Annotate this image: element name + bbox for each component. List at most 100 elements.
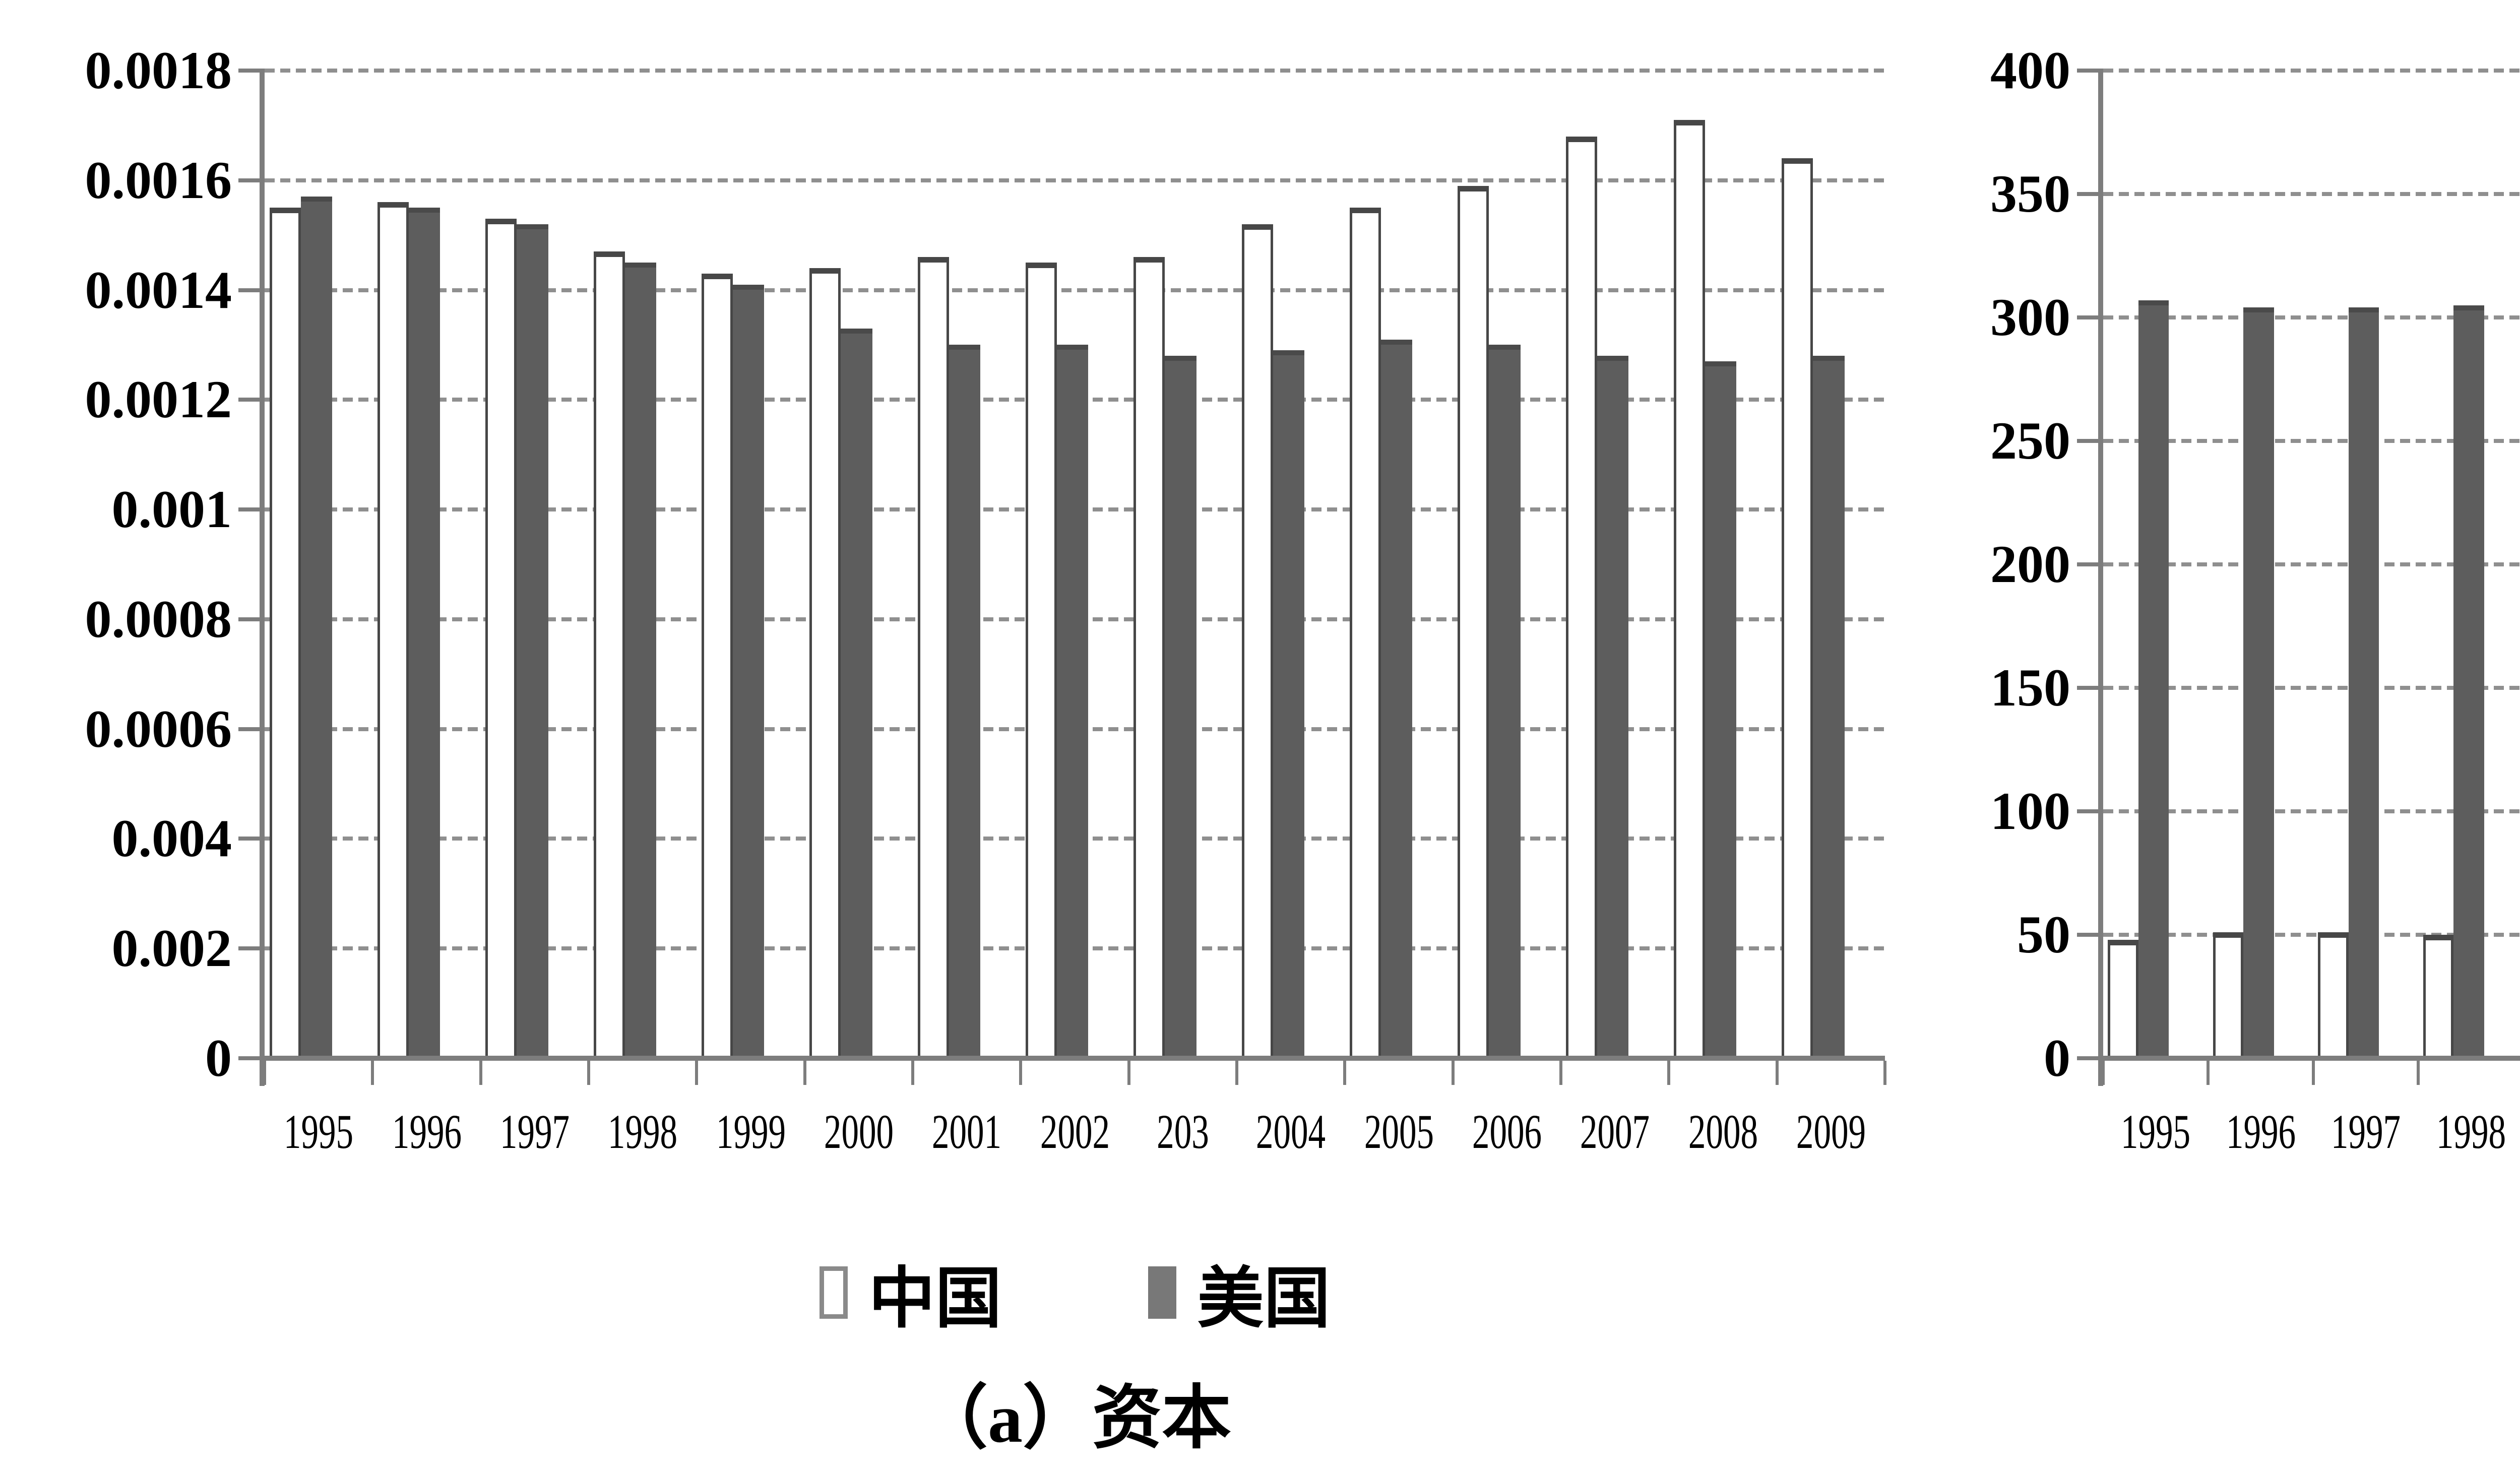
panel-title-capital: （a）资本 [918, 1380, 1231, 1457]
y-axis-tick-label: 0.0012 [85, 370, 232, 429]
bar-china-1996 [377, 202, 409, 1058]
bar-usa-1998 [624, 263, 656, 1058]
y-axis-tick-mark [2077, 686, 2103, 690]
china-legend-swatch-icon [819, 1266, 848, 1319]
x-axis-tick-mark [1343, 1061, 1347, 1085]
y-axis-tick-label: 0.0016 [85, 150, 232, 210]
x-axis-tick-mark [1667, 1061, 1671, 1085]
y-axis-tick-mark [238, 288, 265, 292]
bar-usa-2005 [1381, 339, 1413, 1058]
x-axis-tick-mark [1235, 1061, 1238, 1085]
bar-china-2005 [1349, 208, 1381, 1058]
x-axis-tick-label: 2007 [1580, 1105, 1650, 1159]
bar-china-203 [1133, 257, 1165, 1058]
x-axis-tick-label: 2005 [1364, 1105, 1434, 1159]
x-axis-tick-label: 2000 [824, 1105, 894, 1159]
y-axis-tick-label: 150 [1990, 658, 2070, 717]
y-axis-tick-label: 100 [1990, 782, 2070, 841]
x-axis-tick-mark [2417, 1061, 2420, 1085]
x-axis-tick-label: 1999 [716, 1105, 786, 1159]
x-axis-tick-mark [1019, 1061, 1023, 1085]
y-axis-tick-mark [2077, 315, 2103, 319]
y-axis-tick-label: 0.0014 [85, 260, 232, 319]
gridline [265, 69, 1885, 73]
bar-usa-1996 [2243, 307, 2274, 1058]
bar-usa-1995 [2138, 300, 2169, 1058]
x-axis-tick-label: 2001 [932, 1105, 1002, 1159]
y-axis-tick-label: 50 [2017, 905, 2070, 964]
legend-label-usa: 美国 [1197, 1261, 1331, 1336]
x-axis-line [260, 1056, 1885, 1061]
gridline [2103, 933, 2520, 937]
bar-china-2000 [809, 268, 841, 1058]
x-axis-tick-mark [263, 1061, 266, 1085]
x-axis-tick-mark [371, 1061, 374, 1085]
bar-china-1998 [2423, 935, 2454, 1058]
x-axis-tick-label: 1996 [392, 1105, 462, 1159]
gridline [2103, 809, 2520, 813]
y-axis-tick-mark [2077, 192, 2103, 196]
y-axis-tick-label: 0 [205, 1029, 232, 1087]
y-axis-tick-mark [238, 1056, 265, 1060]
legend-item-usa: 美国 [1148, 1245, 1331, 1341]
gridline [2103, 686, 2520, 690]
y-axis-tick-label: 0.002 [111, 919, 232, 978]
bar-china-1998 [593, 251, 625, 1058]
legend-labor: 中国 美国 [2103, 1245, 2520, 1340]
x-axis-tick-mark [479, 1061, 482, 1085]
bar-usa-2006 [1489, 345, 1521, 1058]
bar-china-1995 [269, 208, 301, 1058]
x-axis-tick-label: 1997 [2331, 1105, 2401, 1159]
y-axis-tick-label: 200 [1990, 535, 2070, 594]
x-axis-tick-mark [803, 1061, 806, 1085]
bar-usa-1997 [2348, 307, 2379, 1058]
bar-china-2009 [1782, 158, 1813, 1058]
bar-china-2001 [917, 257, 949, 1058]
x-axis-tick-mark [2102, 1061, 2105, 1085]
bar-china-2006 [1458, 185, 1489, 1058]
x-axis-tick-label: 2006 [1472, 1105, 1542, 1159]
x-axis-tick-label: 2009 [1796, 1105, 1866, 1159]
x-axis-tick-label: 1998 [2436, 1105, 2506, 1159]
bar-usa-1996 [409, 208, 440, 1058]
x-axis-tick-label: 1999 [2503, 1104, 2520, 1160]
y-axis-tick-mark [238, 617, 265, 621]
x-axis-line [2098, 1056, 2520, 1061]
bar-china-2002 [1025, 263, 1057, 1058]
x-axis-tick-mark [1775, 1061, 1779, 1085]
x-axis-tick-label: 1995 [2121, 1105, 2191, 1159]
bar-china-1996 [2213, 932, 2244, 1058]
x-axis-tick-label: 2008 [1688, 1105, 1758, 1159]
x-axis-tick-mark [1451, 1061, 1455, 1085]
bar-usa-2000 [841, 328, 872, 1058]
bar-usa-2004 [1273, 350, 1304, 1058]
bar-china-1997 [485, 219, 517, 1058]
y-axis-tick-mark [2077, 439, 2103, 443]
bar-usa-1995 [300, 197, 332, 1058]
bar-usa-2007 [1597, 356, 1628, 1058]
gridline [2103, 192, 2520, 196]
x-axis-tick-mark [1127, 1061, 1130, 1085]
y-axis-tick-mark [238, 507, 265, 512]
x-axis-tick-mark [2311, 1061, 2315, 1085]
x-axis-tick-mark [587, 1061, 590, 1085]
x-axis-tick-label: 1997 [499, 1105, 570, 1159]
y-axis-tick-mark [238, 946, 265, 951]
gridline [265, 178, 1885, 182]
legend-label-china: 中国 [868, 1261, 1002, 1336]
y-axis-tick-mark [2077, 562, 2103, 566]
y-axis-line [260, 71, 265, 1086]
bar-usa-1998 [2453, 305, 2484, 1058]
y-axis-tick-mark [2077, 1056, 2103, 1060]
y-axis-tick-mark [238, 727, 265, 731]
x-axis-tick-mark [1559, 1061, 1562, 1085]
y-axis-tick-mark [2077, 69, 2103, 73]
x-axis-tick-label: 1998 [608, 1105, 678, 1159]
x-axis-tick-mark [911, 1061, 914, 1085]
y-axis-tick-mark [238, 398, 265, 402]
x-axis-tick-label: 2002 [1040, 1105, 1110, 1159]
y-axis-tick-label: 250 [1990, 411, 2070, 470]
y-axis-tick-label: 350 [1990, 164, 2070, 223]
x-axis-tick-mark [1883, 1061, 1886, 1085]
